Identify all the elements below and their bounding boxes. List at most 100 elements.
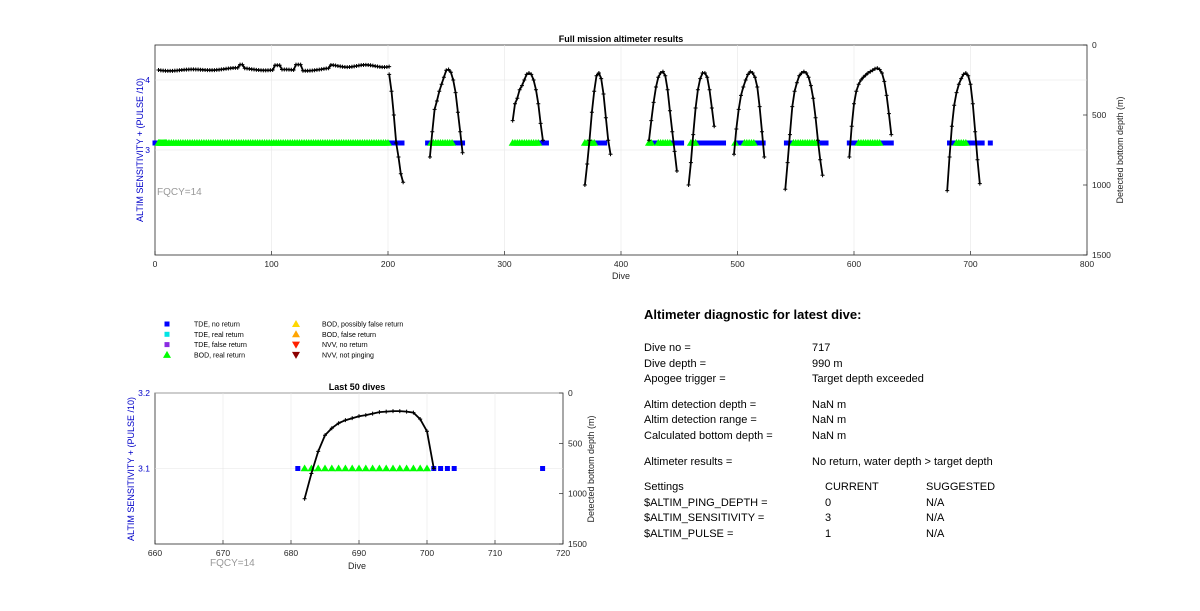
- depth-point-marker: [531, 78, 536, 82]
- results-value: No return, water depth > target depth: [812, 455, 993, 468]
- depth-point-marker: [425, 429, 429, 434]
- depth-point-marker: [705, 75, 710, 80]
- depth-point-marker: [736, 107, 741, 112]
- depth-point-marker: [954, 90, 959, 95]
- depth-point-marker: [649, 118, 654, 123]
- depth-point-marker: [884, 93, 889, 98]
- depth-point-marker: [585, 162, 590, 166]
- suggested-header: SUGGESTED: [926, 481, 996, 494]
- bod-real-return-marker: [327, 464, 336, 472]
- bottom-marks: [295, 409, 546, 501]
- depth-point-marker: [460, 150, 465, 155]
- depth-point-marker: [792, 89, 797, 94]
- top-x-axis-label: Dive: [612, 271, 630, 281]
- bottom-y-axis-label: ALTIM SENSITIVITY + (PULSE /10): [126, 397, 136, 541]
- depth-series-line: [687, 72, 716, 186]
- y-right-tick-label: 500: [568, 438, 582, 448]
- depth-point-marker: [529, 72, 534, 77]
- depth-point-marker: [536, 101, 541, 106]
- depth-point-marker: [519, 83, 524, 88]
- bottom-fqcy-annotation: FQCY=14: [210, 558, 255, 569]
- bottom-y-right-axis-label: Detected bottom depth (m): [586, 415, 596, 522]
- depth-point-marker: [309, 471, 314, 476]
- diagnostic-panel: Altimeter diagnostic for latest dive: Di…: [644, 307, 1164, 544]
- depth-point-marker: [350, 416, 355, 421]
- tde-no-return-marker: [888, 140, 894, 146]
- depth-point-marker: [384, 409, 389, 414]
- depth-point-marker: [738, 93, 743, 98]
- depth-point-marker: [323, 433, 327, 438]
- depth-point-marker: [302, 496, 307, 501]
- depth-point-marker: [277, 63, 282, 68]
- dive-no-value: 717: [812, 342, 831, 354]
- depth-point-marker: [512, 101, 517, 106]
- tde-no-return-marker: [823, 140, 829, 146]
- ping-depth-row: $ALTIM_PING_DEPTH = 0 N/A: [644, 497, 1164, 513]
- depth-point-marker: [804, 71, 809, 75]
- depth-point-marker: [961, 72, 966, 77]
- top-marks: [152, 62, 993, 193]
- depth-point-marker: [453, 90, 458, 95]
- depth-point-marker: [759, 129, 764, 134]
- depth-point-marker: [427, 155, 432, 159]
- bod-real-return-marker: [749, 139, 758, 146]
- depth-point-marker: [813, 115, 818, 120]
- x-tick-label: 700: [963, 259, 977, 269]
- y-right-tick-label: 1000: [1092, 180, 1111, 190]
- depth-point-marker: [797, 73, 802, 78]
- depth-point-marker: [872, 66, 877, 71]
- depth-point-marker: [357, 414, 361, 419]
- bod-real-return-marker: [875, 139, 884, 146]
- depth-point-marker: [235, 65, 240, 70]
- tde-no-return-marker: [540, 466, 546, 471]
- depth-point-marker: [963, 71, 968, 75]
- depth-point-marker: [945, 188, 950, 193]
- bod-real-return-marker: [389, 464, 397, 472]
- legend-square-marker: [164, 321, 170, 327]
- legend-triangle-up-marker: [292, 330, 300, 338]
- y-right-tick-label: 0: [568, 388, 573, 398]
- x-tick-label: 660: [148, 548, 162, 558]
- depth-point-marker: [743, 78, 748, 82]
- tde-no-return-marker: [295, 466, 301, 471]
- depth-point-marker: [596, 71, 601, 75]
- depth-point-marker: [653, 85, 658, 89]
- depth-point-marker: [762, 155, 767, 159]
- depth-point-marker: [882, 79, 887, 84]
- depth-point-marker: [455, 110, 460, 115]
- depth-point-marker: [952, 103, 957, 108]
- bod-real-return-marker: [416, 464, 425, 472]
- depth-point-marker: [973, 129, 978, 134]
- bottom-ticks: 660 670 680 690 700 710 720 3.1 3.2 0 500 1000 1500: [138, 388, 587, 558]
- x-tick-label: 100: [264, 259, 278, 269]
- depth-point-marker: [582, 183, 587, 187]
- y-right-tick-label: 0: [1092, 40, 1097, 50]
- depth-point-marker: [820, 173, 825, 178]
- depth-point-marker: [734, 127, 739, 131]
- det-range-label: Altim detection range =: [644, 414, 757, 427]
- bod-real-return-marker: [341, 464, 350, 472]
- depth-point-marker: [404, 409, 409, 414]
- tde-no-return-marker: [444, 466, 450, 471]
- x-tick-label: 700: [420, 548, 434, 558]
- depth-point-marker: [441, 75, 446, 80]
- tde-no-return-marker: [679, 140, 685, 146]
- depth-point-marker: [745, 72, 750, 77]
- x-tick-label: 680: [284, 548, 298, 558]
- apogee-label: Apogee trigger =: [644, 373, 726, 386]
- depth-point-marker: [741, 85, 746, 89]
- depth-point-marker: [665, 87, 670, 92]
- y-tick-label: 3.2: [138, 388, 150, 398]
- depth-point-marker: [970, 101, 975, 106]
- results-row: Altimeter results = No return, water dep…: [644, 456, 1164, 472]
- dive-no-label: Dive no =: [644, 342, 691, 354]
- depth-point-marker: [533, 87, 538, 92]
- depth-point-marker: [674, 169, 679, 173]
- legend-label: BOD, possibly false return: [322, 322, 403, 329]
- tde-no-return-marker: [987, 140, 993, 146]
- depth-point-marker: [603, 115, 608, 120]
- y-right-tick-label: 500: [1092, 110, 1106, 120]
- calc-depth-label: Calculated bottom depth =: [644, 429, 773, 442]
- x-tick-label: 200: [381, 259, 395, 269]
- apogee-row: Apogee trigger = Target depth exceeded: [644, 373, 1164, 389]
